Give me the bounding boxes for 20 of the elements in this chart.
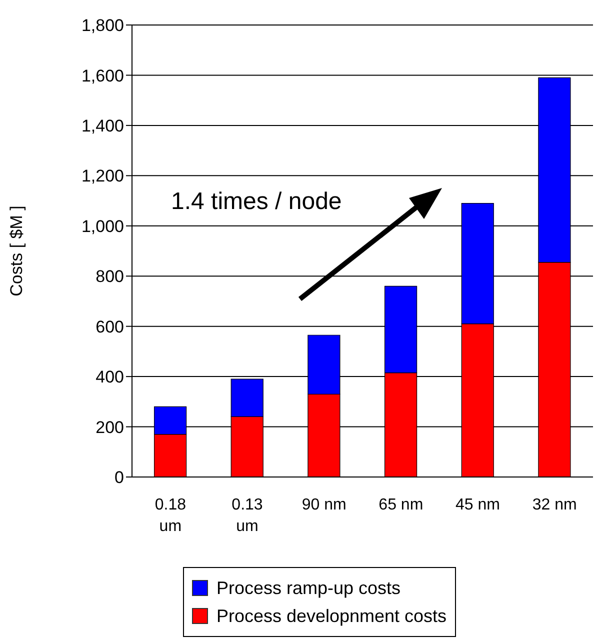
x-tick-label: 45 nm <box>456 496 500 514</box>
y-tick-label: 1,400 <box>81 116 124 136</box>
y-tick-label: 1,800 <box>81 16 124 36</box>
y-tick-label: 400 <box>96 368 124 387</box>
y-tick-label: 200 <box>96 418 124 437</box>
legend-label: Process developnment costs <box>216 605 447 628</box>
legend-label: Process ramp-up costs <box>216 577 400 600</box>
y-axis-title: Costs [ $M ] <box>7 206 26 296</box>
y-tick-label: 1,200 <box>81 166 124 186</box>
y-tick-label: 1,600 <box>81 66 124 86</box>
y-tick-label: 600 <box>96 317 124 336</box>
x-tick-label: 0.13 um <box>232 496 263 535</box>
x-tick-label: 32 nm <box>532 496 577 514</box>
y-tick-label: 0 <box>114 468 124 488</box>
x-tick-label: 0.18 um <box>154 496 186 535</box>
x-tick-label: 90 nm <box>302 496 346 514</box>
x-tick-label: 65 nm <box>378 496 424 514</box>
annotation: 1.4 times / node <box>171 188 342 216</box>
y-tick-label: 1,000 <box>81 216 124 236</box>
y-tick-label: 800 <box>96 267 124 286</box>
